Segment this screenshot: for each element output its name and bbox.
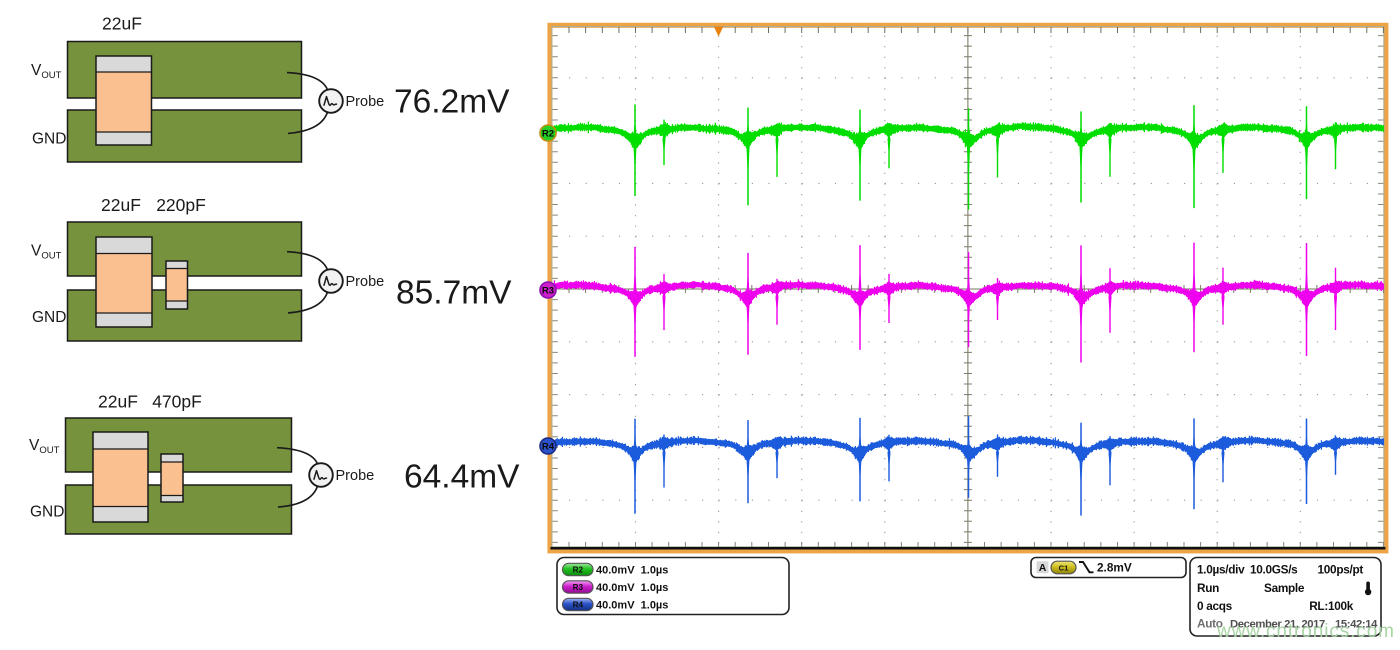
svg-text:R4: R4 [573,601,584,610]
svg-text:470pF: 470pF [152,392,202,412]
svg-text:22uF: 22uF [98,392,138,412]
svg-text:0 acqs: 0 acqs [1197,599,1233,613]
svg-text:GND: GND [32,131,66,148]
svg-text:Auto: Auto [1197,617,1223,631]
svg-text:22uF: 22uF [101,195,141,215]
svg-text:GND: GND [30,504,64,521]
svg-text:64.4mV: 64.4mV [404,459,520,496]
svg-text:10.0GS/s: 10.0GS/s [1250,563,1298,577]
svg-text:40.0mV 1.0µs: 40.0mV 1.0µs [596,564,668,576]
svg-text:RL:100k: RL:100k [1309,599,1354,613]
svg-text:76.2mV: 76.2mV [394,84,510,121]
svg-text:GND: GND [32,309,66,326]
svg-text:Run: Run [1197,581,1219,595]
svg-text:R3: R3 [542,285,554,296]
svg-text:40.0mV 1.0µs: 40.0mV 1.0µs [596,582,668,594]
svg-text:VOUT: VOUT [29,437,60,456]
svg-text:R3: R3 [573,583,584,592]
svg-text:R2: R2 [542,128,554,139]
svg-text:Probe: Probe [346,274,385,290]
svg-text:Sample: Sample [1264,581,1305,595]
svg-text:December 21, 2017: December 21, 2017 [1230,619,1325,631]
svg-text:40.0mV 1.0µs: 40.0mV 1.0µs [596,599,668,611]
svg-text:C1: C1 [1059,564,1069,573]
svg-text:Probe: Probe [346,94,385,110]
svg-text:VOUT: VOUT [31,62,62,81]
svg-text:2.8mV: 2.8mV [1097,561,1132,575]
svg-text:R4: R4 [542,441,555,452]
svg-text:85.7mV: 85.7mV [396,275,512,312]
svg-text:VOUT: VOUT [31,243,62,262]
svg-text:22uF: 22uF [102,14,142,34]
svg-text:1.0µs/div: 1.0µs/div [1197,563,1245,577]
svg-text:100ps/pt: 100ps/pt [1318,563,1364,577]
svg-text:R2: R2 [573,566,584,575]
svg-text:www.cntronics.com: www.cntronics.com [1216,621,1395,642]
svg-text:Probe: Probe [336,468,375,484]
svg-text:A: A [1039,562,1047,574]
svg-text:15:42:14: 15:42:14 [1335,619,1378,631]
svg-text:220pF: 220pF [156,195,206,215]
